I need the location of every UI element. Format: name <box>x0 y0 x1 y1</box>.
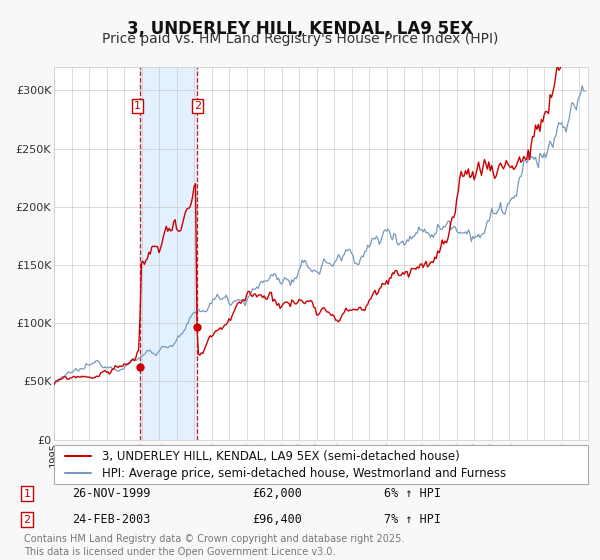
Text: 2: 2 <box>23 515 31 525</box>
Text: £96,400: £96,400 <box>252 513 302 526</box>
Bar <box>140 67 197 440</box>
Text: £62,000: £62,000 <box>252 487 302 501</box>
Text: 26-NOV-1999: 26-NOV-1999 <box>72 487 151 501</box>
Text: 7% ↑ HPI: 7% ↑ HPI <box>384 513 441 526</box>
Text: 2: 2 <box>194 101 201 111</box>
Text: 24-FEB-2003: 24-FEB-2003 <box>72 513 151 526</box>
Text: 6% ↑ HPI: 6% ↑ HPI <box>384 487 441 501</box>
Text: HPI: Average price, semi-detached house, Westmorland and Furness: HPI: Average price, semi-detached house,… <box>102 467 506 480</box>
Text: Contains HM Land Registry data © Crown copyright and database right 2025.
This d: Contains HM Land Registry data © Crown c… <box>24 534 404 557</box>
Text: 3, UNDERLEY HILL, KENDAL, LA9 5EX: 3, UNDERLEY HILL, KENDAL, LA9 5EX <box>127 20 473 38</box>
Text: Price paid vs. HM Land Registry's House Price Index (HPI): Price paid vs. HM Land Registry's House … <box>102 32 498 46</box>
Text: 1: 1 <box>134 101 140 111</box>
Text: 1: 1 <box>23 489 31 499</box>
Text: 3, UNDERLEY HILL, KENDAL, LA9 5EX (semi-detached house): 3, UNDERLEY HILL, KENDAL, LA9 5EX (semi-… <box>102 450 460 463</box>
FancyBboxPatch shape <box>54 445 588 484</box>
